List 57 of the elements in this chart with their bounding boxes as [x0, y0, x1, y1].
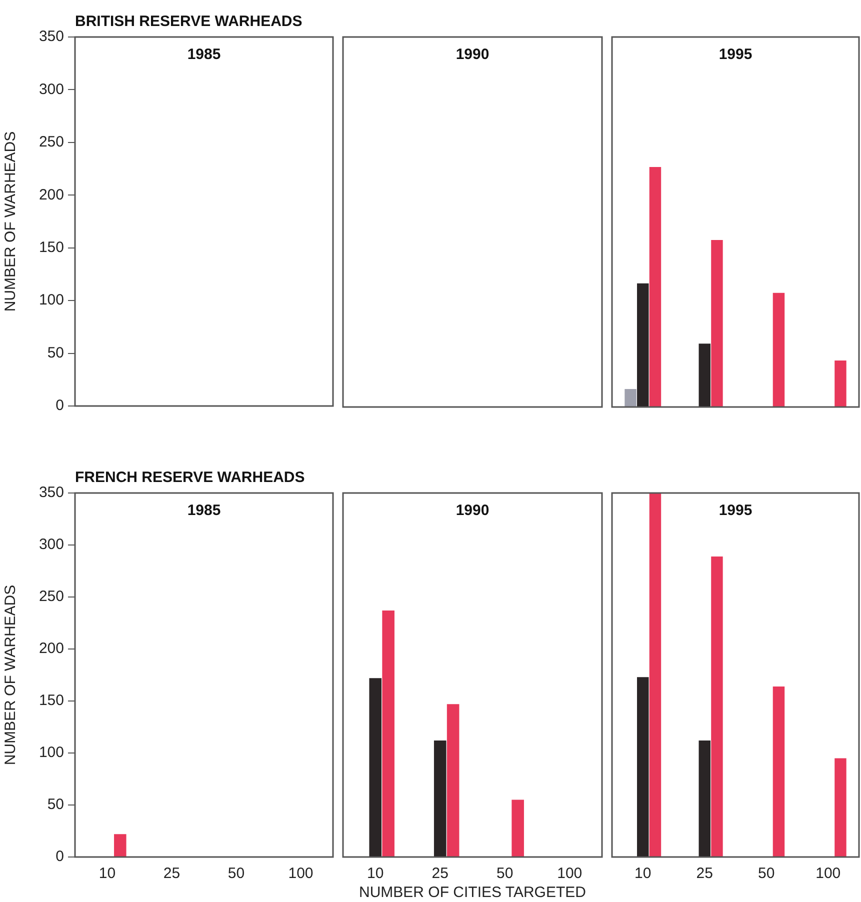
y-tick-label: 100	[38, 292, 64, 309]
x-tick-label: 10	[367, 865, 384, 882]
y-axis-title: NUMBER OF WARHEADS	[2, 584, 20, 766]
text: 1995	[718, 46, 752, 64]
x-tick-label: 100	[816, 865, 841, 882]
x-tick-label: 50	[496, 865, 514, 882]
y-tick-label: 0	[56, 397, 64, 414]
y-tick-label: 150	[38, 239, 64, 256]
text: 1995	[718, 502, 752, 520]
bar	[512, 800, 524, 856]
y-tick-label: 100	[38, 744, 64, 762]
x-tick-label: 25	[696, 865, 713, 882]
bar	[446, 704, 460, 856]
text: 1990	[456, 502, 490, 520]
text: FRENCH RESERVE WARHEADS	[75, 469, 305, 486]
y-tick-label: 200	[38, 186, 64, 204]
bar	[698, 344, 710, 406]
bar	[772, 686, 785, 856]
bar	[711, 556, 723, 856]
bar	[772, 292, 785, 406]
bar	[834, 360, 846, 406]
y-tick-label: 50	[47, 344, 64, 362]
bar	[649, 167, 662, 406]
bar	[637, 677, 649, 856]
bar	[834, 758, 846, 856]
text: BRITISH RESERVE WARHEADS	[75, 13, 302, 30]
bar	[382, 610, 394, 856]
y-tick-label: 250	[38, 134, 64, 151]
text: 1985	[187, 502, 221, 520]
bar	[711, 240, 723, 406]
text: 1990	[456, 46, 490, 64]
bar	[698, 740, 710, 856]
y-tick-label: 300	[38, 536, 64, 554]
x-tick-label: 50	[228, 865, 245, 882]
x-tick-label: 100	[288, 865, 314, 882]
x-axis-title: NUMBER OF CITIES TARGETED	[359, 884, 586, 902]
y-tick-label: 350	[38, 28, 64, 46]
x-tick-label: 10	[634, 865, 652, 882]
bar	[649, 493, 662, 856]
y-tick-label: 150	[38, 692, 64, 710]
x-tick-label: 10	[98, 865, 116, 882]
bar	[434, 740, 446, 856]
x-tick-label: 50	[758, 865, 775, 882]
y-tick-label: 300	[38, 80, 64, 98]
y-tick-label: 50	[47, 796, 64, 814]
y-tick-label: 250	[38, 588, 64, 606]
x-tick-label: 25	[163, 865, 180, 882]
bar	[637, 283, 649, 406]
y-axis-title: NUMBER OF WARHEADS	[2, 131, 20, 312]
text: 1985	[187, 46, 221, 64]
x-tick-label: 25	[432, 865, 448, 882]
bar	[624, 389, 636, 406]
y-tick-label: 350	[38, 484, 64, 502]
y-tick-label: 0	[56, 848, 64, 866]
x-tick-label: 100	[557, 865, 582, 882]
y-tick-label: 200	[38, 640, 64, 658]
bar	[369, 678, 382, 856]
